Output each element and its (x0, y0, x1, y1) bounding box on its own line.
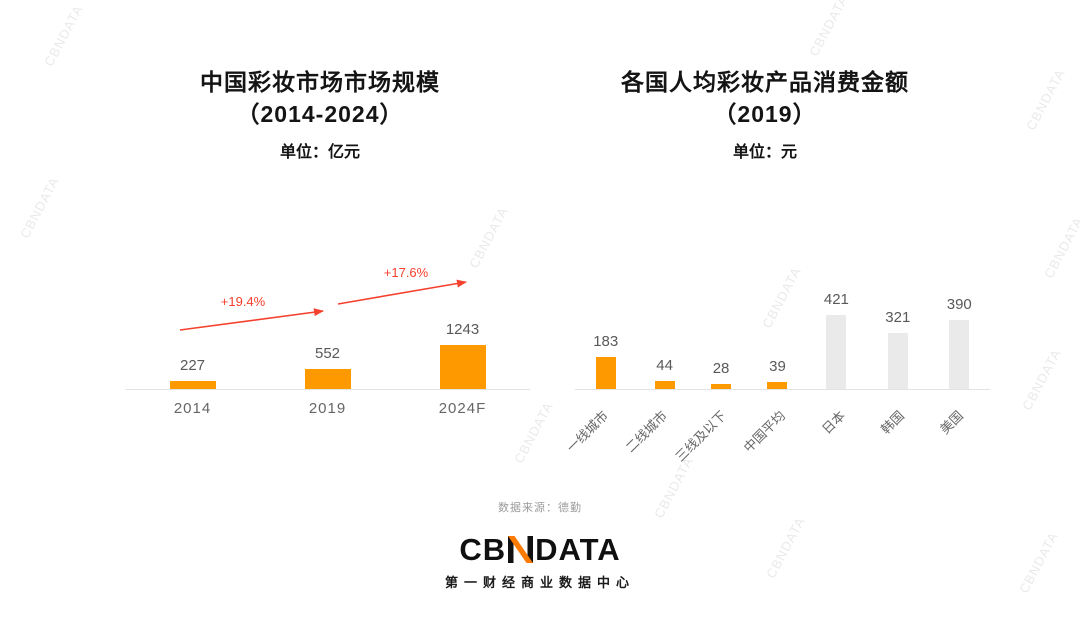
bar-column: 552 (304, 345, 351, 389)
x-axis-label-cell: 美国 (931, 391, 990, 476)
x-axis-label: 2019 (308, 400, 347, 417)
bar (304, 369, 351, 389)
x-axis-label: 2024F (438, 400, 487, 417)
left-chart-title: 中国彩妆市场市场规模 （2014-2024） 单位：亿元 (100, 66, 540, 162)
logo-data-text: DATA (535, 532, 621, 567)
per-capita-plot: 183 44 28 39 421 321 390 (575, 250, 990, 390)
bar-value-label: 28 (712, 360, 730, 377)
bar (711, 384, 732, 389)
bar-value-label: 1243 (445, 321, 480, 338)
bar (595, 357, 616, 389)
bar-column: 44 (654, 357, 675, 389)
china-market-xlabels: 2014 2019 2024F (125, 391, 530, 417)
left-chart-title-line2: （2014-2024） (236, 101, 404, 127)
watermark-text: CBNDATA (1023, 66, 1068, 133)
bar-value-label: 227 (179, 357, 206, 374)
x-axis-label: 日本 (818, 407, 848, 437)
logo-cb-text: CB (459, 532, 507, 567)
watermark-text: CBNDATA (806, 0, 851, 59)
x-axis-label-cell: 2014 (125, 391, 260, 417)
china-market-plot: 227 552 1243 (125, 250, 530, 390)
bar-value-label: 321 (885, 309, 911, 326)
x-axis-label-cell: 中国平均 (741, 391, 812, 476)
bar-column: 1243 (439, 321, 486, 389)
x-axis-label-cell: 韩国 (871, 391, 930, 476)
data-source: 数据来源：德勤 (498, 502, 582, 514)
bar-column: 28 (711, 360, 732, 389)
watermark-text: CBNDATA (17, 174, 62, 241)
bar-value-label: 390 (946, 296, 972, 313)
bar-column: 39 (767, 358, 788, 389)
right-chart-title: 各国人均彩妆产品消费金额 （2019） 单位：元 (545, 66, 985, 162)
logo-n-icon (508, 536, 534, 563)
right-chart-title-line1: 各国人均彩妆产品消费金额 (621, 69, 909, 95)
bar-column: 421 (824, 291, 849, 389)
bar-value-label: 183 (593, 333, 619, 350)
bar (654, 381, 675, 389)
bar (949, 320, 970, 389)
bar (169, 381, 216, 389)
cbndata-logo-subtitle: 第一财经商业数据中心 (444, 575, 635, 590)
right-chart-title-line2: （2019） (713, 101, 817, 127)
bar-value-label: 44 (656, 357, 673, 374)
x-axis-label-cell: 2019 (260, 391, 395, 417)
per-capita-xlabels: 一线城市 二线城市 三线及以下 中国平均 日本 韩国 美国 (563, 391, 990, 476)
watermark-text: CBNDATA (1019, 346, 1064, 413)
x-axis-label: 韩国 (878, 407, 908, 437)
bar-column: 321 (885, 309, 910, 389)
left-chart-title-line1: 中国彩妆市场市场规模 (200, 69, 440, 95)
bar-value-label: 552 (314, 345, 341, 362)
cbndata-logo: CB DATA 第一财经商业数据中心 (0, 534, 1080, 591)
x-axis-label: 2014 (173, 400, 212, 417)
x-axis-label-cell: 一线城市 (563, 391, 634, 476)
bar-column: 390 (947, 296, 972, 389)
right-chart-unit-label: 单位：元 (732, 144, 797, 161)
x-axis-label-cell: 2024F (395, 391, 530, 417)
x-axis-label-cell: 三线及以下 (673, 391, 753, 476)
watermark-text: CBNDATA (41, 2, 86, 69)
bar (767, 382, 788, 389)
bar-column: 227 (169, 357, 216, 389)
bar (887, 333, 908, 389)
x-axis-label: 一线城市 (563, 407, 611, 456)
bar-value-label: 39 (769, 358, 786, 375)
x-axis-label-cell: 日本 (812, 391, 871, 476)
left-chart-unit-label: 单位：亿元 (279, 144, 360, 161)
bar-column: 183 (593, 333, 618, 389)
x-axis-label: 美国 (937, 407, 967, 437)
watermark-text: CBNDATA (1041, 214, 1080, 281)
bar (439, 345, 486, 389)
bar (826, 315, 847, 389)
cbndata-logo-text: CB DATA (459, 534, 620, 565)
bar-value-label: 421 (823, 291, 849, 308)
